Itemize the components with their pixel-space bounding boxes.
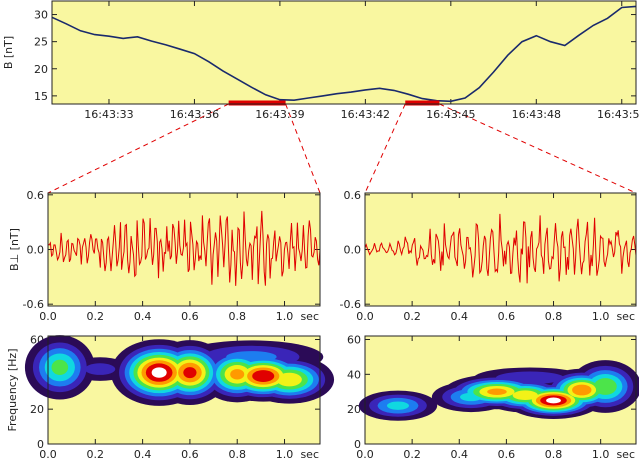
- spectrogram-left-contour-level-6: [230, 369, 245, 380]
- waveform-right-frame: [364, 192, 637, 307]
- overview-ytick-label: 25: [34, 36, 48, 49]
- waveform-left-xunit-label: sec: [300, 310, 319, 323]
- spectrogram-right-xtick-label: 1.0: [592, 448, 610, 461]
- spectrogram-left-ytick-label: 0: [37, 438, 44, 451]
- spectrogram-left-xtick-label: 0.8: [228, 448, 246, 461]
- spectrogram-right-contour-level-6: [487, 388, 507, 395]
- spectrogram-right-ytick-label: 20: [347, 403, 361, 416]
- spectrogram-left-xunit-label: sec: [300, 448, 319, 461]
- spectrogram-left-xtick-label: 0.6: [181, 448, 199, 461]
- overview-xtick-label: 16:43:48: [512, 108, 561, 121]
- overview-ytick-label: 20: [34, 63, 48, 76]
- spectrogram-right-xtick-label: 0.0: [356, 448, 374, 461]
- waveform-right-xtick-label: 0.2: [403, 310, 421, 323]
- waveform-left-frame: [47, 192, 321, 307]
- overview-panel: 15 20 25 30 16:43:33 16:43:36 16:43:39 16:43:42…: [2, 0, 639, 121]
- waveform-left-ytick-label: -0.6: [23, 298, 44, 311]
- spectrogram-right-ytick-label: 60: [347, 333, 361, 346]
- spectrogram-left-contour-level-7: [183, 367, 197, 379]
- waveform-right-ytick-label: -0.6: [340, 298, 361, 311]
- zoom-connector-line: [285, 103, 321, 194]
- spectrogram-left-contour-level-1: [84, 363, 116, 375]
- overview-ytick-label: 30: [34, 9, 48, 22]
- spectrogram-left-contour-level-5: [276, 372, 302, 387]
- waveform-right-ytick-label: 0.0: [344, 244, 362, 257]
- zoom-connectors: [47, 103, 637, 194]
- spectrogram-left-xtick-label: 0.4: [134, 448, 152, 461]
- waveform-left-ytick-label: 0.0: [27, 244, 45, 257]
- waveform-left-xtick-label: 0.0: [39, 310, 57, 323]
- zoom-connector-line: [364, 103, 406, 194]
- spectrogram-right-contour-level-5: [512, 390, 538, 401]
- spectrogram-right-frame: [364, 335, 637, 445]
- waveform-right-ytick-label: 0.6: [344, 189, 362, 202]
- spectrogram-left-xtick-label: 0.2: [87, 448, 105, 461]
- spectrogram-left-contour-level-4: [51, 359, 69, 375]
- overview-xtick-label: 16:43:51: [597, 108, 639, 121]
- spectrogram-right-panel: 0 20 40 60 0.0 0.2 0.4 0.6 0.8 1.0 sec: [347, 333, 639, 461]
- spectrogram-right-ytick-label: 0: [354, 438, 361, 451]
- overview-series-line: [51, 5, 637, 103]
- waveform-left-ylabel: B⊥ [nT]: [8, 228, 21, 271]
- spectrogram-right-xtick-label: 0.8: [545, 448, 563, 461]
- spectrogram-right-xunit-label: sec: [616, 448, 635, 461]
- overview-xtick-label: 16:43:42: [341, 108, 390, 121]
- overview-plot-area: [52, 1, 636, 104]
- overview-xtick-label: 16:43:33: [84, 108, 133, 121]
- waveform-right-xtick-label: 1.0: [592, 310, 610, 323]
- spectrogram-right-contour-level-1: [495, 371, 564, 385]
- waveform-left-xtick-label: 1.0: [276, 310, 294, 323]
- waveform-right-xtick-label: 0.0: [356, 310, 374, 323]
- waveform-left-xtick-label: 0.6: [181, 310, 199, 323]
- overview-ylabel: B [nT]: [2, 36, 15, 69]
- waveform-left-xtick-label: 0.8: [228, 310, 246, 323]
- waveform-right-xunit-label: sec: [616, 310, 635, 323]
- spectrogram-left-ytick-label: 20: [30, 403, 44, 416]
- spectrogram-left-frame: [47, 335, 321, 445]
- spectrogram-left-contour-level-8: [151, 367, 167, 378]
- spectrogram-right-contour-level-3: [386, 401, 409, 410]
- waveform-right-xtick-label: 0.4: [451, 310, 469, 323]
- waveform-right-xtick-label: 0.6: [498, 310, 516, 323]
- spectrogram-right-contour-level-6: [572, 384, 592, 396]
- zoom-connector-line: [47, 103, 229, 194]
- overview-xtick-label: 16:43:36: [170, 108, 219, 121]
- waveform-right-series-line: [364, 213, 637, 284]
- spectrogram-left-xtick-label: 0.0: [39, 448, 57, 461]
- waveform-left-xtick-label: 0.2: [87, 310, 105, 323]
- spectrogram-right-xtick-label: 0.6: [498, 448, 516, 461]
- waveform-left-xtick-label: 0.4: [134, 310, 152, 323]
- waveform-left-series-line: [47, 210, 321, 286]
- waveform-right-panel: -0.60.00.60.0 0.2 0.4 0.6 0.8 1.0 sec: [340, 189, 637, 323]
- spectrogram-right-xtick-label: 0.2: [403, 448, 421, 461]
- spectrogram-left-ylabel: Frequency [Hz]: [6, 349, 19, 432]
- spectrogram-right-contour-level-8: [546, 397, 561, 404]
- spectrogram-right-ytick-label: 40: [347, 368, 361, 381]
- spectrogram-right-xtick-label: 0.4: [451, 448, 469, 461]
- overview-ytick-label: 15: [34, 90, 48, 103]
- spectrogram-right-contour-level-4: [593, 378, 617, 395]
- waveform-right-xtick-label: 0.8: [545, 310, 563, 323]
- overview-xtick-label: 16:43:39: [255, 108, 304, 121]
- waveform-right-plot-area: [365, 193, 636, 306]
- overview-xtick-label: 16:43:45: [426, 108, 475, 121]
- spectrogram-left-xtick-label: 1.0: [276, 448, 294, 461]
- spectrogram-left-contour-level-7: [252, 370, 275, 382]
- overview-frame: [51, 0, 637, 105]
- waveform-left-ytick-label: 0.6: [27, 189, 45, 202]
